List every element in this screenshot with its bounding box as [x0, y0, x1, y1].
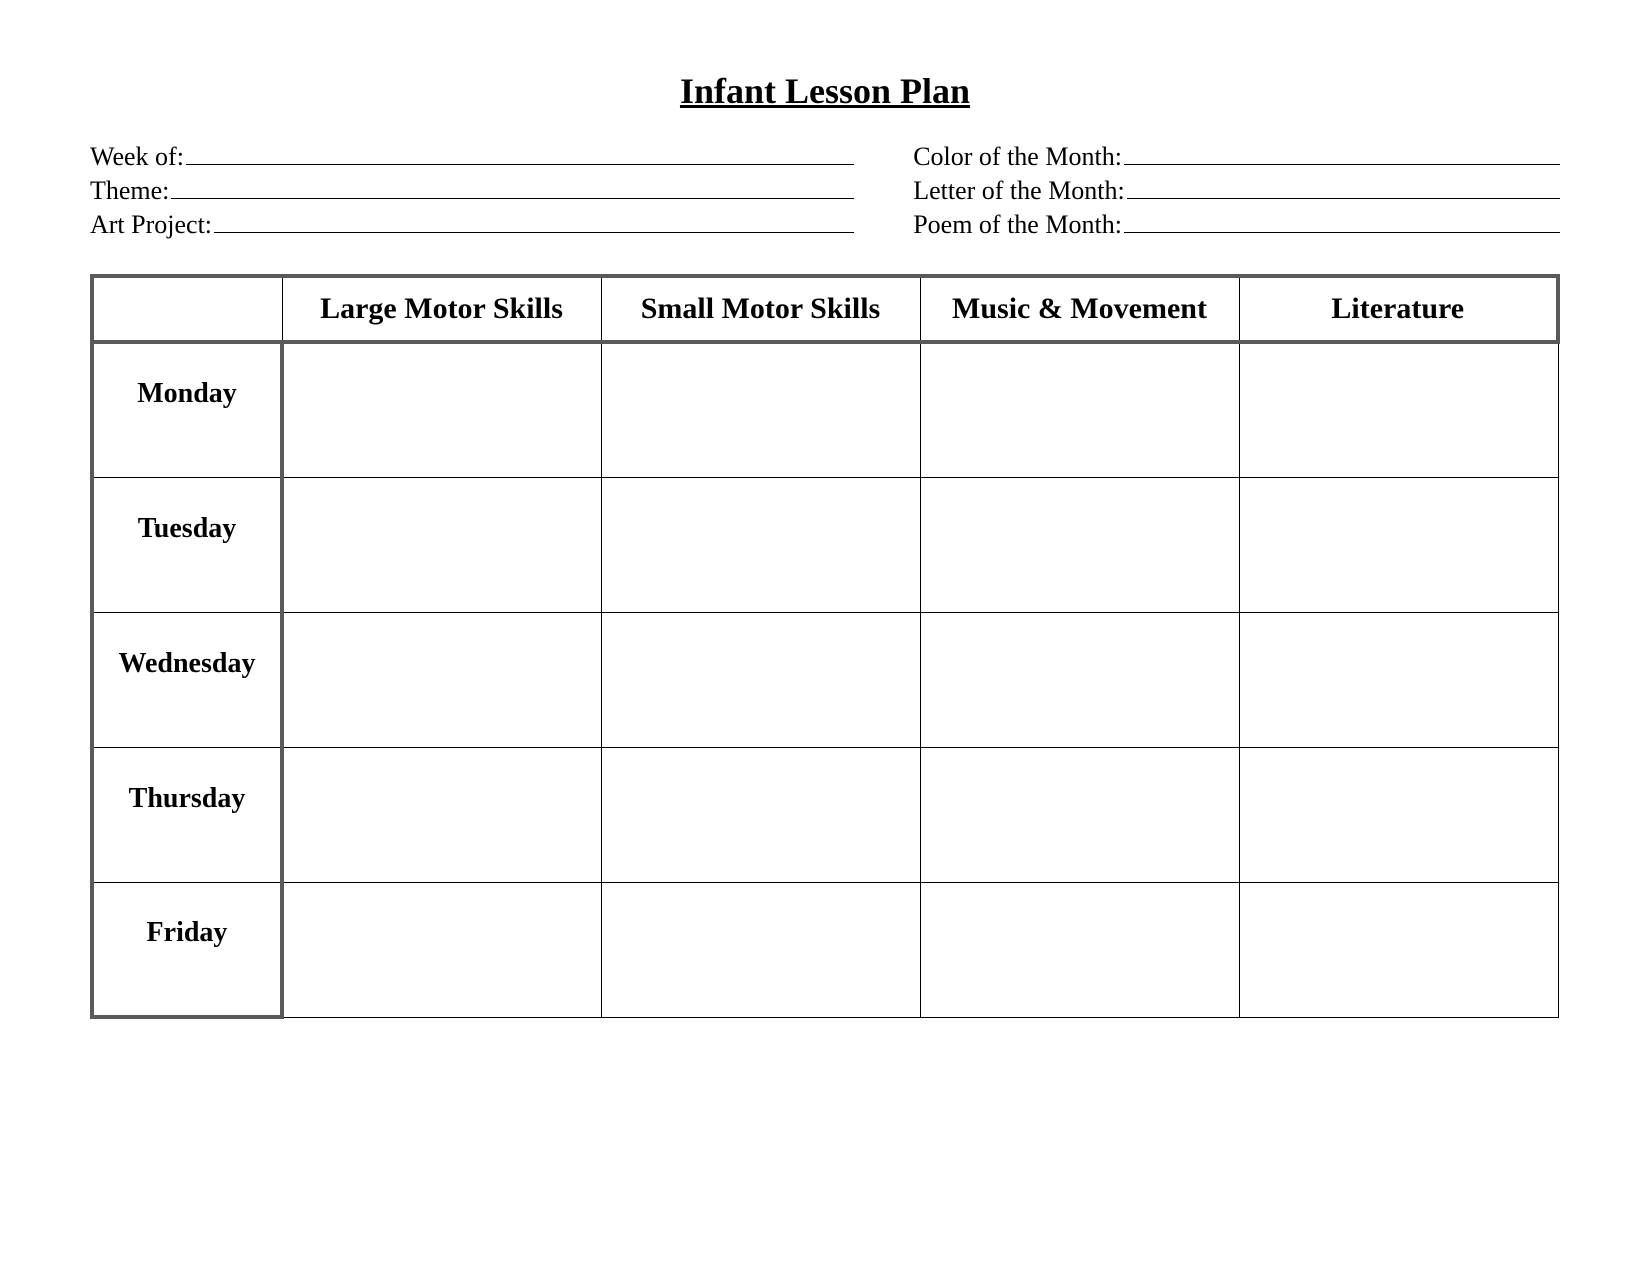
day-cell-thursday: Thursday [92, 747, 282, 882]
activity-cell[interactable] [1239, 612, 1558, 747]
day-cell-wednesday: Wednesday [92, 612, 282, 747]
activity-cell[interactable] [1239, 477, 1558, 612]
activity-cell[interactable] [282, 747, 601, 882]
activity-cell[interactable] [282, 612, 601, 747]
table-header-row: Large Motor Skills Small Motor Skills Mu… [92, 276, 1558, 342]
activity-cell[interactable] [920, 612, 1239, 747]
table-header-music-movement: Music & Movement [920, 276, 1239, 342]
table-row: Tuesday [92, 477, 1558, 612]
activity-cell[interactable] [920, 747, 1239, 882]
activity-cell[interactable] [920, 882, 1239, 1017]
activity-cell[interactable] [920, 342, 1239, 477]
activity-cell[interactable] [282, 477, 601, 612]
activity-cell[interactable] [1239, 882, 1558, 1017]
activity-cell[interactable] [282, 342, 601, 477]
activity-cell[interactable] [601, 612, 920, 747]
table-row: Thursday [92, 747, 1558, 882]
day-cell-tuesday: Tuesday [92, 477, 282, 612]
page-title: Infant Lesson Plan [90, 70, 1560, 112]
field-letter-of-month: Letter of the Month: [913, 176, 1560, 206]
field-label: Poem of the Month: [913, 210, 1122, 240]
activity-cell[interactable] [282, 882, 601, 1017]
field-label: Theme: [90, 176, 169, 206]
field-label: Color of the Month: [913, 142, 1122, 172]
field-label: Week of: [90, 142, 184, 172]
day-cell-monday: Monday [92, 342, 282, 477]
header-fields-right: Color of the Month: Letter of the Month:… [913, 142, 1560, 244]
field-blank-line[interactable] [186, 143, 854, 165]
lesson-plan-table: Large Motor Skills Small Motor Skills Mu… [90, 274, 1560, 1019]
header-fields-left: Week of: Theme: Art Project: [90, 142, 854, 244]
activity-cell[interactable] [601, 747, 920, 882]
table-row: Wednesday [92, 612, 1558, 747]
field-blank-line[interactable] [214, 211, 854, 233]
activity-cell[interactable] [601, 882, 920, 1017]
field-poem-of-month: Poem of the Month: [913, 210, 1560, 240]
table-header-blank [92, 276, 282, 342]
field-blank-line[interactable] [1124, 211, 1560, 233]
field-blank-line[interactable] [1127, 177, 1560, 199]
field-blank-line[interactable] [171, 177, 854, 199]
header-fields: Week of: Theme: Art Project: Color of th… [90, 142, 1560, 244]
table-body: Monday Tuesday Wednesday Thursday [92, 342, 1558, 1017]
activity-cell[interactable] [1239, 747, 1558, 882]
field-art-project: Art Project: [90, 210, 854, 240]
table-header-large-motor: Large Motor Skills [282, 276, 601, 342]
activity-cell[interactable] [920, 477, 1239, 612]
field-label: Letter of the Month: [913, 176, 1125, 206]
table-header-literature: Literature [1239, 276, 1558, 342]
field-blank-line[interactable] [1124, 143, 1560, 165]
day-cell-friday: Friday [92, 882, 282, 1017]
activity-cell[interactable] [601, 342, 920, 477]
field-theme: Theme: [90, 176, 854, 206]
table-header-small-motor: Small Motor Skills [601, 276, 920, 342]
field-color-of-month: Color of the Month: [913, 142, 1560, 172]
field-label: Art Project: [90, 210, 212, 240]
table-row: Friday [92, 882, 1558, 1017]
table-row: Monday [92, 342, 1558, 477]
activity-cell[interactable] [1239, 342, 1558, 477]
activity-cell[interactable] [601, 477, 920, 612]
field-week-of: Week of: [90, 142, 854, 172]
